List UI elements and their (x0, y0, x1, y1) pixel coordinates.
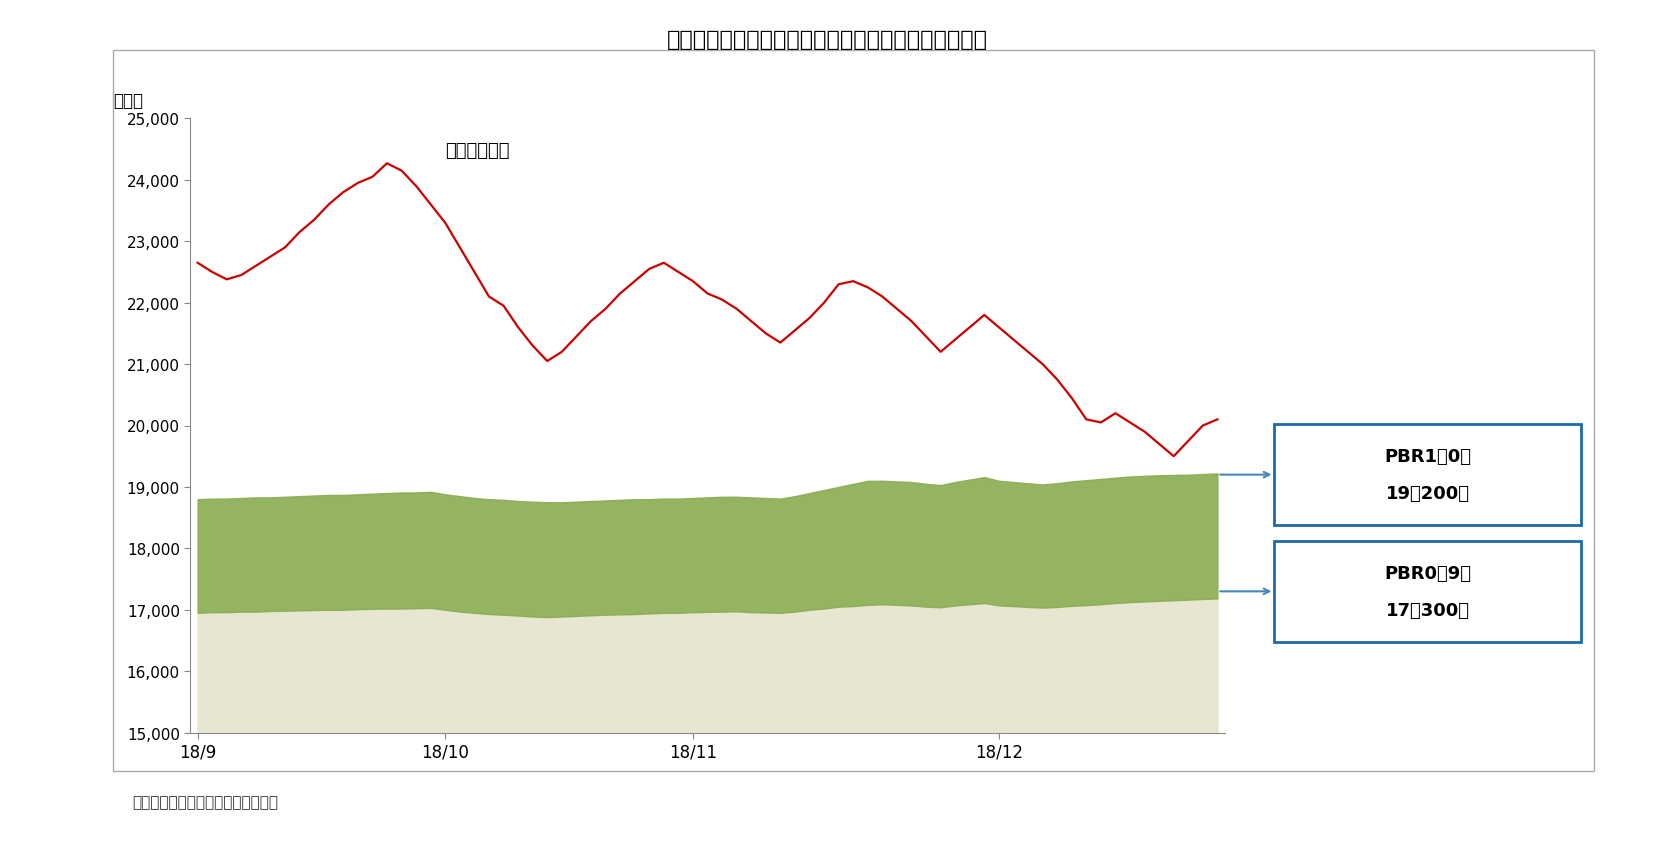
Text: 17，300円: 17，300円 (1385, 602, 1470, 619)
Text: 19，200円: 19，200円 (1385, 485, 1470, 503)
Text: （資料）　ＱＵＩＣＫより筆者作成: （資料） ＱＵＩＣＫより筆者作成 (132, 794, 278, 809)
Text: PBR0．9倍: PBR0．9倍 (1384, 564, 1471, 582)
Text: PBR1．0倍: PBR1．0倍 (1384, 447, 1471, 465)
Text: 『図表２』日経平均がさらに下落した場合の下値メド: 『図表２』日経平均がさらに下落した場合の下値メド (667, 30, 988, 49)
Text: 日経平均株価: 日経平均株価 (445, 142, 510, 160)
Text: （円）: （円） (113, 92, 142, 110)
